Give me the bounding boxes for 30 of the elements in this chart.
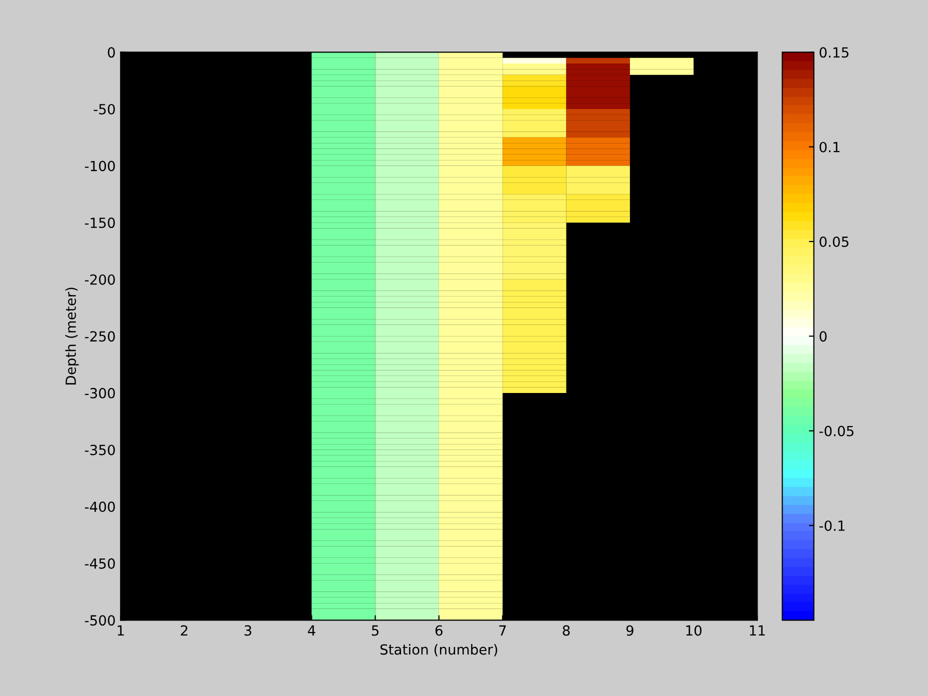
y-tick-label: -200	[84, 274, 115, 285]
color-bar-label: -0.05	[819, 426, 854, 436]
y-axis-title: Depth (meter)	[65, 288, 79, 384]
color-bar-label: 0	[820, 331, 827, 342]
x-tick-label: 5	[372, 625, 378, 636]
x-tick-label: 3	[244, 625, 252, 636]
y-tick-label: -500	[84, 615, 115, 626]
color-bar-label: 0.1	[820, 142, 840, 152]
color-bar-label: 0.05	[820, 236, 848, 247]
color-bar-label: -0.1	[819, 520, 845, 531]
x-tick-label: 11	[750, 625, 765, 636]
y-tick-label: -350	[84, 444, 115, 456]
y-tick-label: -50	[94, 104, 115, 114]
x-tick-label: 4	[308, 625, 316, 636]
y-tick-label: -250	[84, 331, 115, 342]
y-tick-label: -100	[84, 160, 115, 172]
y-tick-label: 0	[108, 47, 115, 58]
x-tick-label: 6	[435, 625, 442, 636]
x-tick-label: 2	[180, 625, 188, 636]
x-tick-label: 1	[118, 625, 124, 636]
y-tick-label: -400	[84, 502, 115, 512]
x-tick-label: 10	[686, 625, 702, 636]
x-axis-title: Station (number)	[380, 644, 498, 656]
y-tick-label: -150	[84, 218, 115, 228]
x-tick-label: 9	[626, 625, 634, 636]
x-tick-label: 7	[499, 625, 506, 636]
color-bar-label: 0.15	[820, 47, 848, 58]
y-tick-label: -450	[84, 558, 115, 569]
y-tick-label: -300	[84, 388, 115, 398]
x-tick-label: 8	[562, 625, 570, 636]
